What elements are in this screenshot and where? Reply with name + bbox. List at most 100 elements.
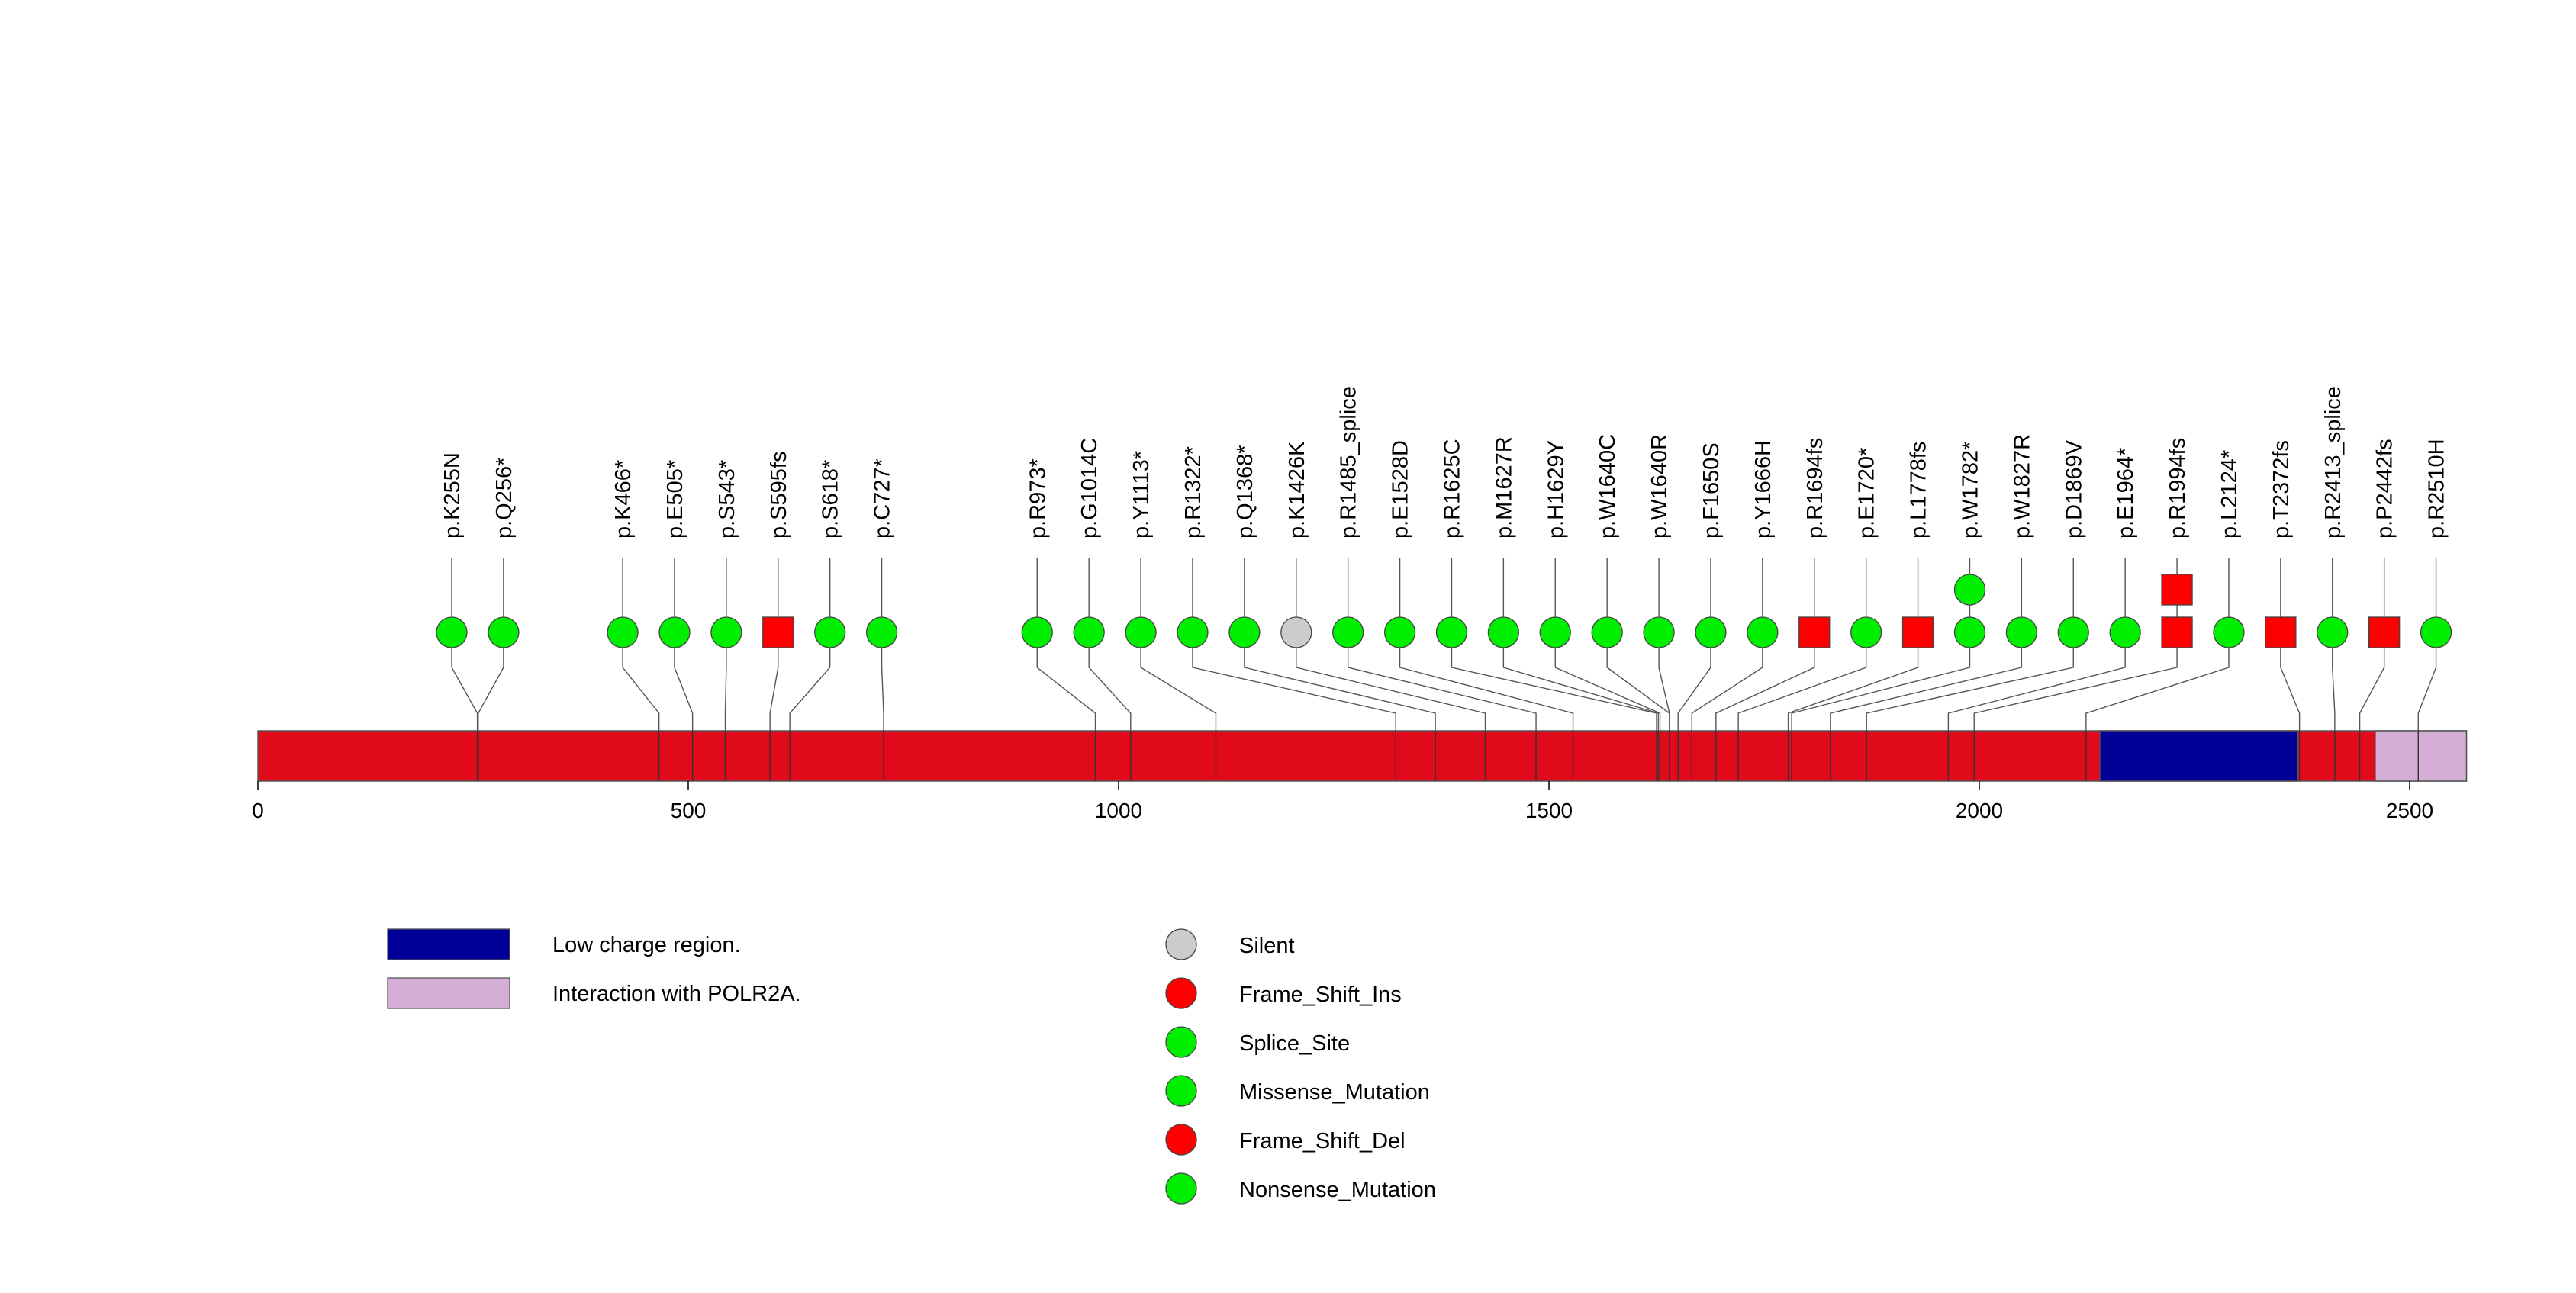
mutation-label: p.E1964*: [2114, 448, 2138, 539]
mutation-label: p.S618*: [819, 460, 843, 539]
mutation-label: p.W1640R: [1647, 434, 1672, 539]
mutation-label: p.R1322*: [1181, 446, 1206, 539]
mutation-marker[interactable]: [1073, 616, 1105, 648]
mutation-marker[interactable]: [2057, 616, 2089, 648]
mutation-label: p.C727*: [871, 458, 895, 539]
mutation-marker[interactable]: [2265, 616, 2297, 648]
mutation-label: p.E1720*: [1855, 448, 1879, 539]
mutation-label: p.R1625C: [1440, 439, 1464, 539]
legend-domain-label: Low charge region.: [552, 933, 741, 957]
mutation-marker[interactable]: [1850, 616, 1882, 648]
mutation-marker[interactable]: [1591, 616, 1623, 648]
legend-type-swatch: [1165, 1172, 1197, 1205]
mutation-marker[interactable]: [2161, 616, 2193, 648]
mutation-marker[interactable]: [1695, 616, 1727, 648]
domain-0: [2099, 730, 2299, 782]
mutation-marker[interactable]: [658, 616, 691, 648]
mutation-markers: [436, 574, 2452, 648]
mutation-marker[interactable]: [1901, 616, 1934, 648]
protein-backbone: [257, 730, 2468, 782]
legend-type-swatch: [1165, 928, 1197, 960]
mutation-label: p.H1629Y: [1544, 440, 1568, 539]
mutation-label: p.R973*: [1026, 458, 1050, 539]
mutation-label: p.W1640C: [1596, 434, 1620, 539]
legend-domain-label: Interaction with POLR2A.: [552, 982, 801, 1006]
mutation-marker[interactable]: [1280, 616, 1312, 648]
mutation-marker[interactable]: [436, 616, 468, 648]
mutation-label: p.Q256*: [492, 458, 517, 539]
axis-tick-label: 2000: [1956, 799, 2003, 822]
mutation-marker[interactable]: [2109, 616, 2141, 648]
mutation-marker[interactable]: [1383, 616, 1416, 648]
mutation-marker[interactable]: [1435, 616, 1468, 648]
legend-type-swatch: [1165, 977, 1197, 1009]
mutation-label: p.D1869V: [2062, 439, 2086, 539]
mutation-label: p.G1014C: [1077, 438, 1102, 539]
mutation-label: p.R2413_splice: [2321, 386, 2346, 539]
mutation-marker[interactable]: [1487, 616, 1520, 648]
mutation-marker[interactable]: [1798, 616, 1831, 648]
axis-tick-label: 2500: [2386, 799, 2433, 822]
mutation-marker[interactable]: [1539, 616, 1571, 648]
mutation-marker[interactable]: [1125, 616, 1157, 648]
mutation-label: p.L1778fs: [1907, 442, 1931, 539]
axis-tick-label: 0: [252, 799, 264, 822]
axis-tick-label: 1500: [1525, 799, 1573, 822]
mutation-label: p.F1650S: [1699, 442, 1724, 539]
mutation-label: p.R2510H: [2425, 439, 2449, 539]
mutation-label: p.P2442fs: [2373, 439, 2397, 539]
mutation-label: p.K1426K: [1285, 441, 1309, 539]
domain-1: [2375, 730, 2468, 782]
mutation-marker[interactable]: [1953, 616, 1986, 648]
legend-type-label: Nonsense_Mutation: [1239, 1178, 1436, 1202]
protein-bar: [257, 730, 2468, 782]
mutation-label: p.E505*: [663, 460, 687, 539]
mutation-label: p.R1994fs: [2165, 438, 2190, 539]
mutation-label: p.Y1113*: [1129, 451, 1154, 539]
mutation-marker[interactable]: [1228, 616, 1261, 648]
axis-tick-label: 500: [671, 799, 707, 822]
mutation-labels: p.K255N p.Q256* p.K466* p.E505* p.S543* p.S59…: [440, 386, 2449, 539]
mutation-marker[interactable]: [2420, 616, 2452, 648]
legend-domain-swatch: [387, 977, 510, 1009]
mutation-marker[interactable]: [1643, 616, 1675, 648]
mutation-marker[interactable]: [488, 616, 520, 648]
mutation-label: p.T2372fs: [2269, 440, 2294, 539]
legend: Low charge region. Interaction with POLR2…: [387, 928, 1436, 1205]
mutation-marker[interactable]: [710, 616, 742, 648]
mutation-label: p.Q1368*: [1233, 445, 1257, 539]
mutation-marker[interactable]: [814, 616, 846, 648]
mutation-marker[interactable]: [2368, 616, 2401, 648]
mutation-label: p.K466*: [611, 460, 636, 539]
mutation-label: p.W1782*: [1958, 442, 1982, 539]
mutation-marker[interactable]: [2317, 616, 2349, 648]
mutation-label: p.S595fs: [767, 452, 791, 539]
mutation-marker[interactable]: [865, 616, 898, 648]
legend-type-swatch: [1165, 1075, 1197, 1107]
legend-type-label: Splice_Site: [1239, 1031, 1350, 1056]
mutation-label: p.R1694fs: [1803, 438, 1827, 539]
mutation-marker[interactable]: [1021, 616, 1053, 648]
axis-tick-label: 1000: [1095, 799, 1142, 822]
mutation-marker[interactable]: [2213, 616, 2245, 648]
mutation-label: p.R1485_splice: [1337, 386, 1361, 539]
legend-type-swatch: [1165, 1026, 1197, 1058]
mutation-marker[interactable]: [1332, 616, 1364, 648]
mutation-label: p.W1827R: [2010, 434, 2034, 539]
mutation-marker[interactable]: [2161, 574, 2193, 606]
legend-domain-swatch: [387, 928, 510, 960]
legend-type-label: Missense_Mutation: [1239, 1080, 1430, 1105]
mutation-marker[interactable]: [1177, 616, 1209, 648]
legend-type-label: Frame_Shift_Del: [1239, 1129, 1406, 1153]
mutation-label: p.S543*: [715, 460, 739, 539]
mutation-marker[interactable]: [607, 616, 639, 648]
mutation-marker[interactable]: [1953, 574, 1986, 606]
mutation-marker[interactable]: [2005, 616, 2038, 648]
mutation-label: p.Y1666H: [1751, 440, 1776, 539]
mutation-label: p.K255N: [440, 452, 465, 539]
mutation-marker[interactable]: [1747, 616, 1779, 648]
mutation-label: p.L2124*: [2217, 450, 2242, 539]
mutation-marker[interactable]: [762, 616, 794, 648]
